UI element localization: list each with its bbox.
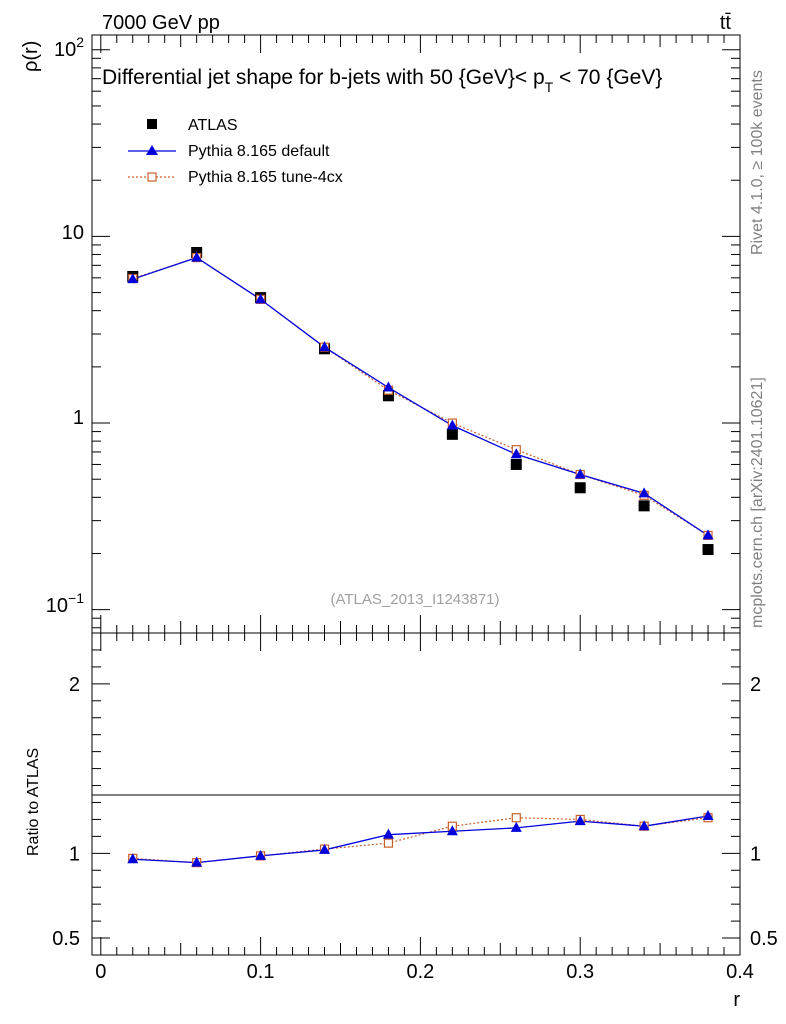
line-tune-4cx: [132, 256, 709, 536]
ratio-default-point: [638, 820, 650, 831]
atlas-point: [382, 390, 394, 402]
atlas-point: [638, 500, 650, 512]
y-tick-label-10: 10: [62, 222, 84, 244]
y-tick-label-1: 1: [73, 407, 84, 429]
default-point: [319, 341, 331, 352]
x-tick-label: 0: [95, 961, 106, 983]
default-point: [510, 448, 522, 459]
default-point: [191, 251, 203, 262]
ratio-y-tick-label-right: 1: [750, 843, 761, 865]
ratio-default-point: [574, 815, 586, 826]
ratio-y-tick-label-left: 1: [69, 843, 80, 865]
x-tick-label: 0.3: [566, 961, 594, 983]
y-tick-label-100: 102: [54, 34, 84, 61]
ratio-default-point: [510, 821, 522, 832]
ratio-y-tick-label-left: 2: [69, 674, 80, 696]
plot-title-tail: < 70 {GeV}: [553, 66, 662, 89]
y-tick-label-0.1: 10−1: [46, 590, 84, 617]
default-point: [382, 381, 394, 392]
atlas-point: [510, 458, 522, 470]
x-tick-labels: 0 0.1 0.2 0.3 0.4: [95, 961, 754, 983]
legend-marker-default: [146, 145, 158, 155]
x-tick-label: 0.2: [406, 961, 434, 983]
energy-label: 7000 GeV pp: [102, 12, 220, 34]
ratio-series: [127, 810, 714, 868]
ratio-default-point: [191, 856, 203, 867]
ratio-default-point: [255, 849, 267, 860]
process-label: tt̄: [720, 12, 732, 34]
axis-ticks: [92, 35, 741, 955]
ratio-default-point: [446, 825, 458, 836]
atlas-point: [702, 544, 714, 556]
legend: ATLAS Pythia 8.165 default Pythia 8.165 …: [128, 117, 343, 186]
default-point: [638, 487, 650, 498]
main-series: [127, 246, 714, 556]
rivet-label: Rivet 4.1.0, ≥ 100k events: [749, 70, 766, 255]
y-axis-label: ρ(r): [20, 41, 42, 72]
ratio-default-point: [702, 810, 714, 821]
legend-label-4cx: Pythia 8.165 tune-4cx: [188, 169, 343, 186]
ratio-y-ticks: 0.5 0.5 1 1 2 2: [52, 674, 778, 950]
ratio-line-default: [132, 815, 709, 864]
default-point: [127, 273, 139, 284]
plot-title-main: Differential jet shape for b-jets with 5…: [102, 66, 545, 89]
ratio-y-axis-label: Ratio to ATLAS: [25, 748, 42, 856]
mcplots-label: mcplots.cern.ch [arXiv:2401.10621]: [749, 377, 766, 628]
ratio-default-point: [319, 843, 331, 854]
plot-title-sub: T: [545, 79, 554, 95]
ratio-default-point: [382, 828, 394, 839]
atlas-point: [574, 482, 586, 494]
default-point: [255, 293, 267, 304]
default-point: [446, 419, 458, 430]
legend-marker-4cx: [147, 172, 157, 182]
ratio-y-tick-label-left: 0.5: [52, 928, 80, 950]
line-default: [132, 256, 709, 536]
analysis-label: (ATLAS_2013_I1243871): [330, 591, 499, 608]
x-axis-label: r: [733, 989, 740, 1011]
default-point: [702, 529, 714, 540]
ratio-y-tick-label-right: 0.5: [750, 928, 778, 950]
legend-label-default: Pythia 8.165 default: [188, 143, 330, 160]
legend-label-atlas: ATLAS: [188, 117, 238, 134]
atlas-point: [446, 428, 458, 440]
ratio-default-point: [127, 853, 139, 864]
ratio-y-tick-label-right: 2: [750, 674, 761, 696]
ratio-tune-4cx-point: [383, 838, 394, 848]
default-point: [574, 468, 586, 479]
legend-marker-atlas: [147, 119, 157, 129]
x-tick-label: 0.1: [247, 961, 275, 983]
plot-title: Differential jet shape for b-jets with 5…: [102, 66, 662, 95]
x-tick-label: 0.4: [726, 961, 754, 983]
ratio-tune-4cx-point: [511, 813, 521, 823]
ratio-plot-frame: [91, 632, 741, 956]
